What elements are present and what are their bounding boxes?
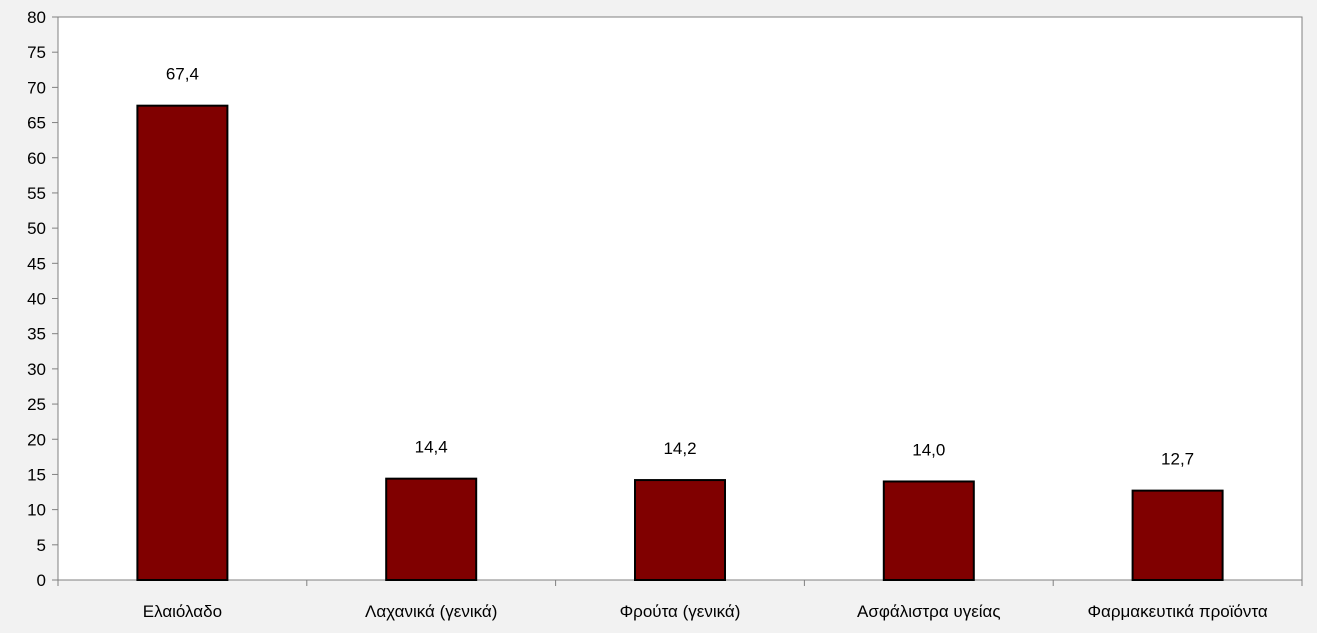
x-tick-label: Ελαιόλαδο [143, 602, 222, 621]
y-tick-label: 50 [27, 219, 46, 238]
y-tick-label: 5 [37, 536, 46, 555]
bar [882, 480, 975, 582]
x-tick-label: Ασφάλιστρα υγείας [857, 602, 1001, 621]
data-labels: 67,4 14,4 14,2 14,0 12,7 [166, 65, 1194, 469]
y-tick-label: 30 [27, 360, 46, 379]
y-tick-label: 65 [27, 114, 46, 133]
bars [136, 104, 1224, 582]
y-tick-label: 0 [37, 571, 46, 590]
y-tick-label: 70 [27, 78, 46, 97]
y-tick-label: 80 [27, 8, 46, 27]
x-tick-label: Φρούτα (γενικά) [620, 602, 741, 621]
bar [385, 477, 478, 581]
data-label: 14,2 [663, 439, 696, 458]
bar [1131, 489, 1224, 581]
y-axis: 0 5 10 15 20 25 30 35 40 45 50 55 60 65 70 75 80 [27, 8, 59, 590]
y-tick-label: 75 [27, 43, 46, 62]
y-tick-label: 55 [27, 184, 46, 203]
x-tick-label: Φαρμακευτικά προϊόντα [1087, 602, 1267, 621]
y-tick-label: 35 [27, 325, 46, 344]
y-tick-label: 60 [27, 149, 46, 168]
data-label: 14,0 [912, 440, 945, 459]
data-label: 12,7 [1161, 450, 1194, 469]
bar [136, 104, 229, 582]
y-tick-label: 45 [27, 254, 46, 273]
x-tick-label: Λαχανικά (γενικά) [365, 602, 497, 621]
y-tick-label: 20 [27, 430, 46, 449]
y-tick-label: 10 [27, 501, 46, 520]
data-label: 14,4 [415, 438, 448, 457]
data-label: 67,4 [166, 65, 199, 84]
y-tick-label: 25 [27, 395, 46, 414]
x-axis: Ελαιόλαδο Λαχανικά (γενικά) Φρούτα (γενικά… [57, 579, 1303, 621]
y-tick-label: 15 [27, 465, 46, 484]
bar [634, 479, 726, 582]
y-tick-label: 40 [27, 290, 46, 309]
